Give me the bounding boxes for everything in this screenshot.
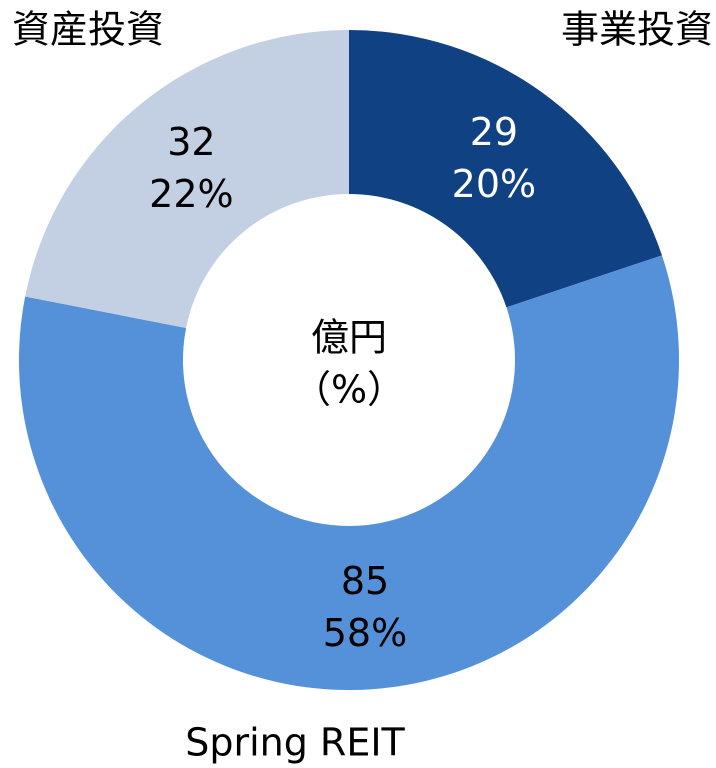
donut-slice xyxy=(349,30,662,308)
center-label: 億円 xyxy=(311,316,387,360)
share-label: 22% xyxy=(149,172,233,216)
donut-slice xyxy=(25,30,350,329)
donut-slice xyxy=(18,255,679,690)
value-label: 32 xyxy=(167,120,215,164)
value-label: 29 xyxy=(470,110,518,154)
value-label: 85 xyxy=(341,559,389,603)
category-label: 資産投資 xyxy=(12,8,164,52)
center-label: （%） xyxy=(293,368,405,412)
category-label: 事業投資 xyxy=(561,8,713,52)
share-label: 20% xyxy=(452,162,536,206)
share-label: 58% xyxy=(323,611,407,655)
category-label: Spring REIT xyxy=(185,721,405,765)
